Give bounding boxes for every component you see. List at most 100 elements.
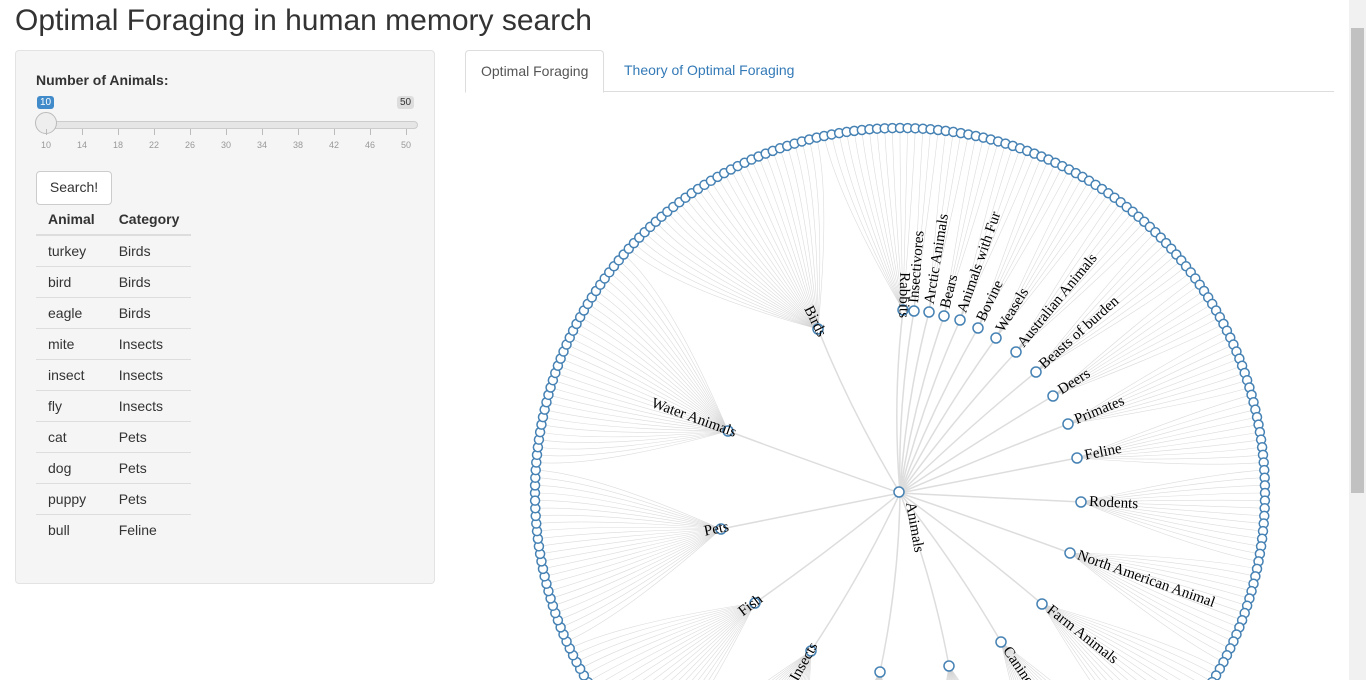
leaf-link [1041,603,1181,680]
slider[interactable]: 10 50 10 14 18 22 26 30 34 38 42 46 50 [35,51,418,161]
leaf-link [838,133,904,311]
leaf-link [1041,603,1107,680]
leaf-link [1076,409,1256,459]
leaf-link [816,137,825,330]
leaf-link [876,128,904,311]
table-cell: fly [36,390,107,422]
leaf-link [1000,641,1015,680]
leaf-link [587,303,729,432]
category-node [1075,496,1087,508]
leaf-link [552,528,722,607]
leaf-link [631,602,756,680]
leaf-link [1041,603,1096,680]
slider-tick [118,129,119,135]
leaf-link [541,528,722,562]
leaf-link [662,602,756,680]
leaf-link [730,169,819,330]
branch-link [754,492,901,604]
leaf-link [679,202,819,330]
table-cell: dog [36,452,107,484]
branch-link [817,328,901,494]
leaf-link [583,310,729,432]
table-row: mite Insects [36,328,192,360]
leaf-link [609,272,729,432]
leaf-link [737,165,819,330]
leaf-link [557,528,722,621]
leaf-link [560,528,722,628]
category-label: Farm Animals [1044,602,1121,667]
slider-value: 10 [37,96,55,109]
table-cell: Pets [106,421,192,453]
leaf-link [535,514,722,530]
leaf-link [600,284,729,432]
branch-link [727,430,901,494]
leaf-link [605,602,756,680]
leaf-link [1076,457,1264,465]
tab[interactable]: Theory of Optimal Foraging [624,62,795,78]
root-label: Animals [902,501,927,554]
table-cell: Insects [106,390,192,422]
leaf-link [704,184,819,330]
table-cell: puppy [36,483,107,515]
leaf-link [1035,254,1177,373]
leaf-link [534,492,722,530]
leaf-link [723,173,819,330]
leaf-link [928,134,969,313]
leaf-link [572,602,756,656]
branch-link [899,423,1069,494]
leaf-link [642,602,756,680]
leaf-link [767,650,812,680]
leaf-link [1000,641,1021,680]
leaf-link [1035,232,1156,373]
leaf-link [1000,641,1029,680]
leaf-link [959,145,1014,321]
leaf-link [1000,641,1039,680]
leaf-link [1035,266,1187,373]
slider-tick [298,129,299,135]
slider-tick-label: 26 [184,140,195,150]
slider-tick [226,129,227,135]
leaf-link [1041,603,1121,680]
category-node [990,332,1002,344]
leaf-link [1080,469,1265,503]
leaf-link [1069,552,1254,585]
branch-link [899,371,1037,494]
table-cell: Birds [106,234,192,267]
leaf-link [537,430,729,450]
slider-tick-label: 50 [400,140,411,150]
leaf-link [1080,501,1264,532]
scrollbar[interactable] [1349,0,1366,680]
category-node [954,314,966,326]
slider-tick-label: 14 [76,140,87,150]
leaf-link [1041,603,1210,680]
branch-link [899,492,1002,643]
category-node [1010,346,1022,358]
leaf-link [798,650,812,680]
branch-link [810,492,901,652]
leaf-link [591,297,729,432]
scroll-thumb[interactable] [1351,28,1364,493]
leaf-link [1041,603,1157,680]
slider-tick [154,129,155,135]
leaf-link [1052,278,1196,397]
leaf-link [869,129,904,311]
leaf-link [1035,272,1191,373]
slider-tick-label: 18 [112,140,123,150]
leaf-link [1052,303,1213,397]
slider-tick-label: 10 [40,140,51,150]
search-button[interactable]: Search! [36,171,112,205]
leaf-link [775,650,812,680]
leaf-link [1041,603,1091,680]
leaf-link [1015,206,1127,353]
leaf-link [542,416,729,432]
branch-link [899,492,950,667]
branch-link [899,310,915,494]
leaf-link [550,528,722,599]
branch-link [899,315,945,494]
leaf-link [1052,284,1200,397]
tab[interactable]: Optimal Foraging [465,50,605,93]
leaf-link [913,129,931,312]
table-cell: Insects [106,359,192,391]
leaf-link [758,156,819,330]
